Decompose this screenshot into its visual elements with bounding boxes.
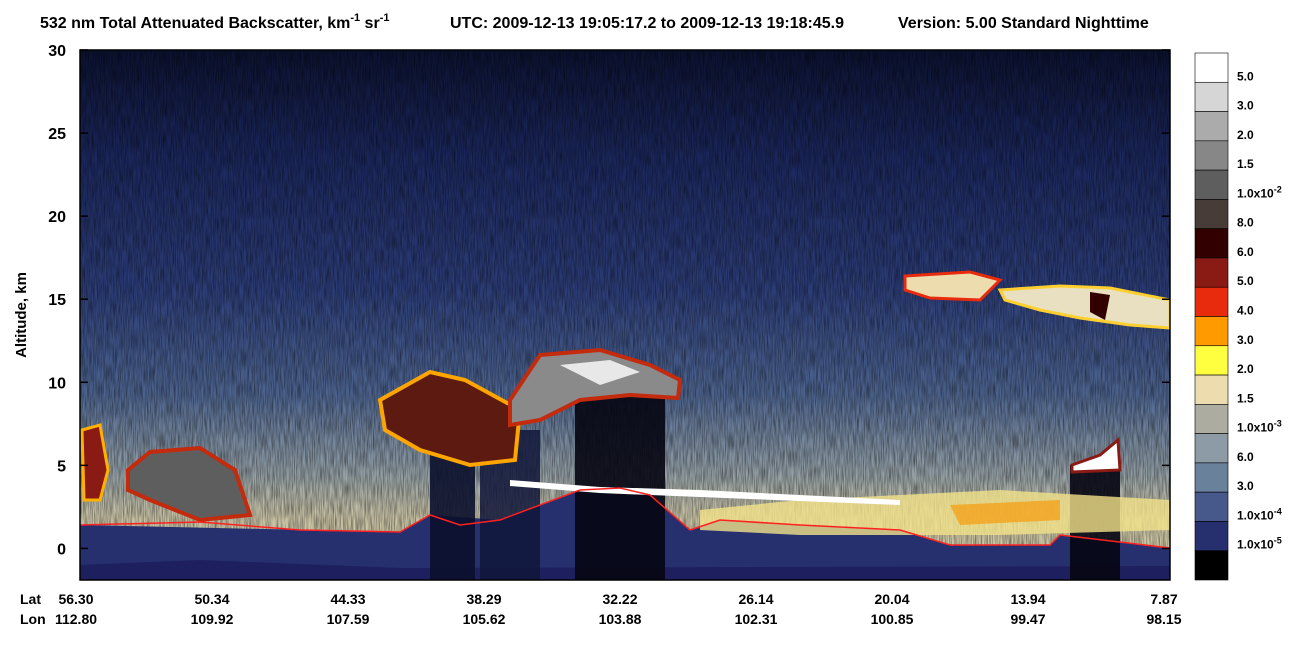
colorbar-label-exponent: -2 [1274,184,1282,194]
colorbar-swatch [1194,81,1229,112]
colorbar-label: 1.0x10-4 [1237,506,1282,522]
y-tick-label: 15 [48,292,66,309]
x-tick-label: 13.94 [1010,591,1045,607]
colorbar-label-exponent: -5 [1274,536,1282,546]
x-tick-label: 112.80 [55,611,97,627]
colorbar-swatch [1194,316,1229,347]
colorbar-swatch [1194,52,1229,83]
colorbar-swatch [1194,199,1229,229]
colorbar-label-exponent: -3 [1274,419,1282,429]
x-tick-label: 26.14 [738,591,773,607]
x-tick-label: 20.04 [874,591,909,607]
y-tick-label: 0 [57,541,66,558]
x-row-name: Lat [20,591,41,607]
x-tick-label: 102.31 [735,611,778,627]
colorbar-label: 1.0x10-2 [1237,184,1282,200]
curtain [80,50,1170,580]
colorbar-label: 1.0x10-3 [1237,419,1282,435]
y-tick-label: 25 [48,126,66,143]
colorbar-swatch [1194,169,1229,200]
colorbar-swatch [1194,550,1229,581]
colorbar-label-base: 1.0x10 [1237,508,1274,522]
x-tick-label: 109.92 [191,611,234,627]
colorbar-label: 3.0 [1237,479,1254,493]
colorbar-label: 5.0 [1237,274,1254,288]
title-part: 532 nm Total Attenuated Backscatter, km [40,15,350,32]
colorbar-swatch [1194,257,1229,288]
version: Version: 5.00 Standard Nighttime [898,15,1149,32]
colorbar-swatch [1194,491,1229,522]
x-tick-label: 100.85 [871,611,914,627]
x-tick-label: 32.22 [602,591,637,607]
colorbar-label: 5.0 [1237,69,1254,83]
colorbar-swatch [1194,140,1229,171]
x-tick-label: 44.33 [330,591,365,607]
x-tick-label: 38.29 [466,591,501,607]
y-tick-label: 30 [48,43,66,60]
title-part: sr [360,15,380,32]
colorbar-label-base: 1.0x10 [1237,186,1274,200]
colorbar-swatch [1194,111,1229,142]
colorbar-swatch [1194,433,1229,464]
colorbar-label-base: 1.0x10 [1237,421,1274,435]
colorbar-swatch [1194,462,1229,493]
x-tick-label: 50.34 [194,591,229,607]
x-tick-label: 7.87 [1150,591,1177,607]
utc-range: UTC: 2009-12-13 19:05:17.2 to 2009-12-13… [450,15,844,32]
colorbar-label: 3.0 [1237,99,1254,113]
y-axis-label: Altitude, km [13,272,30,358]
colorbar-label-base: 1.0x10 [1237,538,1274,552]
colorbar-swatch [1194,404,1229,434]
title-superscript: -1 [380,12,390,24]
y-tick-label: 5 [57,458,66,475]
colorbar-label: 6.0 [1237,450,1254,464]
x-tick-label: 56.30 [58,591,93,607]
y-tick-label: 10 [48,375,66,392]
title-superscript: -1 [350,12,360,24]
colorbar-label-exponent: -4 [1274,506,1282,516]
x-tick-label: 105.62 [463,611,506,627]
y-tick-label: 20 [48,209,66,226]
colorbar-label: 1.5 [1237,157,1254,171]
chart-title: 532 nm Total Attenuated Backscatter, km-… [40,12,389,32]
x-row-name: Lon [20,611,46,627]
plot-frame [79,49,1171,581]
x-tick-label: 103.88 [599,611,642,627]
x-tick-label: 107.59 [327,611,370,627]
colorbar-label: 1.0x10-5 [1237,536,1282,552]
colorbar-label: 2.0 [1237,128,1254,142]
colorbar-label: 2.0 [1237,362,1254,376]
colorbar-swatch [1194,345,1229,376]
colorbar-label: 4.0 [1237,304,1254,318]
colorbar-label: 3.0 [1237,333,1254,347]
colorbar-swatch [1194,374,1229,405]
x-tick-label: 99.47 [1010,611,1045,627]
colorbar-label: 8.0 [1237,216,1254,230]
colorbar-swatch [1194,521,1229,552]
x-tick-label: 98.15 [1146,611,1181,627]
colorbar-label: 1.5 [1237,391,1254,405]
colorbar-swatch [1194,228,1229,259]
colorbar-label: 6.0 [1237,245,1254,259]
colorbar-swatch [1194,286,1229,317]
